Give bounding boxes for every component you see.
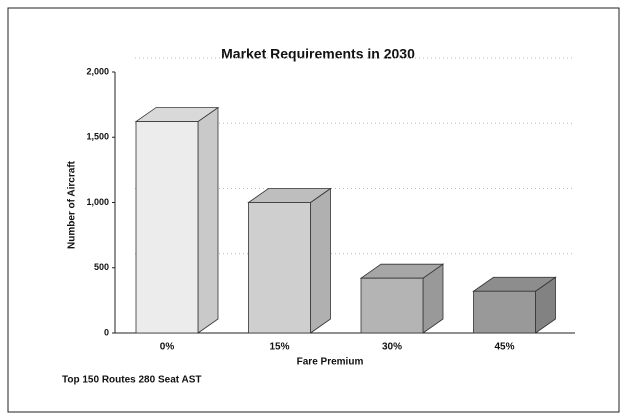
y-axis-label: Number of Aircraft [67,160,78,249]
frame [7,7,620,413]
x-tick-label: 0% [160,342,175,353]
y-tick-label: 1,000 [86,197,109,207]
bar [248,202,311,334]
x-tick-label: 45% [494,342,514,353]
bar-side [310,187,331,334]
y-tick-label: 2,000 [86,66,109,76]
y-tick-label: 1,500 [86,132,109,142]
x-tick-label: 15% [269,342,289,353]
x-tick-label: 30% [382,342,402,353]
bar-side [197,106,219,334]
note: Top 150 Routes 280 Seat AST [62,375,202,386]
y-tick-label: 0 [104,327,109,337]
bar [473,290,536,334]
y-tick-label: 500 [94,262,109,272]
chart-title: Market Requirements in 2030 [221,46,415,62]
x-axis-label: Fare Premium [297,357,364,368]
bar [360,277,424,334]
bar [135,121,199,334]
